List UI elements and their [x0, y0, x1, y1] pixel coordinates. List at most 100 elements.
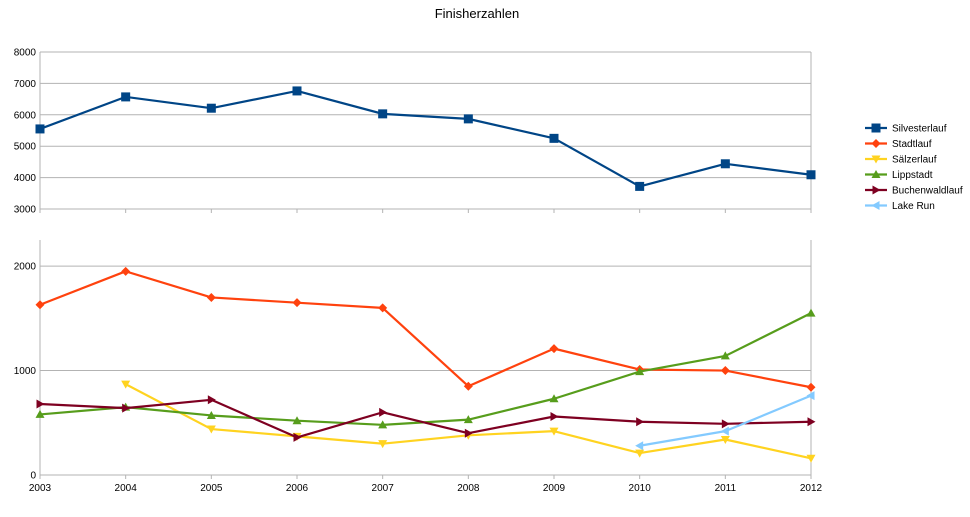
data-point-stadtlauf	[806, 382, 816, 392]
data-point-lake-run	[635, 441, 644, 451]
data-point-silvesterlauf	[806, 170, 816, 180]
data-point-buchenwaldlauf	[379, 407, 388, 417]
x-tick-label: 2007	[372, 483, 395, 494]
data-point-buchenwaldlauf	[807, 417, 816, 427]
x-tick-label: 2012	[800, 483, 823, 494]
y-tick-label-lower: 1000	[14, 366, 37, 377]
y-tick-label-upper: 6000	[14, 110, 37, 121]
legend-label-stadtlauf: Stadtlauf	[892, 139, 932, 150]
x-tick-label: 2005	[200, 483, 223, 494]
data-point-stadtlauf	[720, 366, 730, 376]
x-tick-label: 2011	[715, 483, 737, 494]
legend-label-buchenwaldlauf: Buchenwaldlauf	[892, 186, 963, 197]
series-line-lippstadt	[39, 312, 812, 426]
legend-label-lake-run: Lake Run	[892, 201, 935, 212]
data-point-buchenwaldlauf	[721, 419, 730, 429]
x-tick-label: 2003	[29, 483, 52, 494]
y-tick-label-upper: 8000	[14, 48, 37, 59]
legend: Silvesterlauf Stadtlauf Sälzerlauf Lippstad…	[865, 123, 963, 212]
legend-marker-lippstadt	[871, 170, 881, 178]
y-tick-label-upper: 5000	[14, 142, 37, 153]
data-point-stadtlauf	[378, 303, 388, 313]
series-layer	[35, 86, 816, 463]
series-stadtlauf	[35, 266, 816, 392]
x-tick-label: 2009	[543, 483, 566, 494]
x-tick-label: 2006	[286, 483, 309, 494]
data-point-stadtlauf	[121, 266, 131, 276]
data-point-s-lzerlauf	[549, 427, 559, 436]
series-line-stadtlauf	[39, 270, 812, 389]
legend-label-lippstadt: Lippstadt	[892, 170, 933, 181]
legend-label-s-lzerlauf: Sälzerlauf	[892, 155, 937, 166]
legend-marker-stadtlauf	[871, 139, 881, 148]
data-point-lippstadt	[378, 420, 388, 429]
data-point-buchenwaldlauf	[207, 395, 216, 405]
data-point-stadtlauf	[549, 344, 559, 354]
data-point-s-lzerlauf	[720, 435, 730, 444]
legend-marker-silvesterlauf	[871, 123, 881, 133]
data-point-silvesterlauf	[121, 92, 131, 102]
data-point-stadtlauf	[463, 381, 473, 391]
data-point-lippstadt	[35, 409, 45, 418]
data-point-silvesterlauf	[35, 124, 45, 134]
data-point-lippstadt	[206, 410, 216, 419]
series-line-silvesterlauf	[39, 89, 812, 188]
data-point-lippstadt	[635, 367, 645, 376]
data-point-buchenwaldlauf	[464, 428, 473, 438]
data-point-s-lzerlauf	[206, 425, 216, 434]
data-point-lippstadt	[549, 394, 559, 403]
y-tick-label-upper: 3000	[14, 205, 37, 216]
data-point-s-lzerlauf	[635, 449, 645, 458]
legend-item-lippstadt: Lippstadt	[865, 170, 933, 181]
data-point-buchenwaldlauf	[36, 399, 45, 409]
axis-layer: 3000 4000 5000 6000 7000 8000 0 1000 2000 2003 200…	[14, 48, 823, 495]
data-point-lake-run	[806, 391, 815, 401]
y-tick-label-lower: 0	[30, 471, 36, 482]
data-point-silvesterlauf	[463, 114, 473, 124]
data-point-silvesterlauf	[378, 109, 388, 119]
series-buchenwaldlauf	[36, 395, 816, 442]
data-point-stadtlauf	[35, 300, 45, 310]
y-tick-label-upper: 7000	[14, 79, 37, 90]
data-point-buchenwaldlauf	[122, 403, 131, 413]
series-lippstadt	[35, 308, 816, 429]
data-point-lippstadt	[720, 351, 730, 360]
x-tick-label: 2008	[457, 483, 480, 494]
series-lake-run	[635, 391, 815, 451]
data-point-s-lzerlauf	[806, 454, 816, 463]
data-point-buchenwaldlauf	[293, 432, 302, 442]
data-point-silvesterlauf	[720, 159, 730, 169]
legend-marker-s-lzerlauf	[871, 155, 881, 164]
series-line-buchenwaldlauf	[39, 398, 812, 439]
data-point-lippstadt	[806, 308, 816, 317]
data-point-stadtlauf	[292, 298, 302, 308]
data-point-lippstadt	[463, 415, 473, 424]
data-point-s-lzerlauf	[378, 440, 388, 449]
data-point-buchenwaldlauf	[550, 412, 559, 422]
data-point-silvesterlauf	[206, 103, 216, 113]
data-point-silvesterlauf	[635, 181, 645, 191]
legend-marker-buchenwaldlauf	[872, 185, 881, 195]
data-point-silvesterlauf	[292, 86, 302, 96]
data-point-lippstadt	[292, 416, 302, 425]
data-point-silvesterlauf	[549, 133, 559, 143]
x-tick-label: 2010	[629, 483, 652, 494]
legend-item-buchenwaldlauf: Buchenwaldlauf	[865, 185, 963, 197]
data-point-lake-run	[720, 426, 729, 436]
legend-item-silvesterlauf: Silvesterlauf	[865, 123, 947, 135]
x-tick-label: 2004	[115, 483, 138, 494]
y-tick-label-lower: 2000	[14, 262, 37, 273]
legend-marker-lake-run	[871, 201, 880, 210]
data-point-stadtlauf	[206, 292, 216, 302]
series-silvesterlauf	[35, 86, 816, 191]
data-point-s-lzerlauf	[121, 380, 131, 389]
data-point-buchenwaldlauf	[636, 417, 645, 427]
y-tick-label-upper: 4000	[14, 173, 37, 184]
legend-item-stadtlauf: Stadtlauf	[865, 139, 932, 150]
legend-label-silvesterlauf: Silvesterlauf	[892, 124, 947, 135]
legend-item-s-lzerlauf: Sälzerlauf	[865, 155, 937, 166]
chart-title: Finisherzahlen	[435, 6, 520, 21]
legend-item-lake-run: Lake Run	[865, 201, 935, 212]
grid-layer	[39, 51, 812, 479]
